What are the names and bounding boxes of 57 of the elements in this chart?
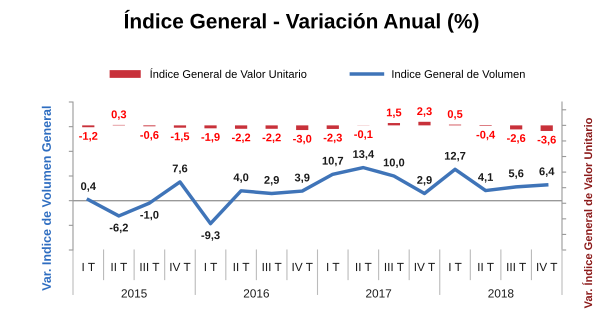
text: 2017 xyxy=(366,289,392,298)
x-tick-label: III T xyxy=(384,262,404,272)
x-tick-label: I T xyxy=(204,262,218,272)
data-label: -0,4 xyxy=(476,130,496,140)
data-label: 2,9 xyxy=(417,176,432,186)
x-tick-label: I T xyxy=(327,262,340,272)
data-label: -3,6 xyxy=(538,136,556,146)
data-label: -0,1 xyxy=(354,130,373,140)
x-tick-label: II T xyxy=(234,262,250,272)
data-label: -2,2 xyxy=(262,134,281,144)
data-label: 4,1 xyxy=(478,173,494,183)
y-axis-title: Var. Indice de Volumen General xyxy=(42,106,51,291)
y2-axis-title: Var. Índice General de Valor Unitario xyxy=(582,118,592,308)
data-label: -1,2 xyxy=(79,132,98,142)
x-tick-label: III T xyxy=(507,262,526,272)
data-label: 10,0 xyxy=(384,158,404,168)
data-label: 0,4 xyxy=(81,182,96,192)
data-label: -0,6 xyxy=(140,131,159,141)
data-label: -1,5 xyxy=(170,132,190,142)
data-label: 7,6 xyxy=(172,164,188,174)
data-label: -9,3 xyxy=(201,231,220,241)
data-label: 2,3 xyxy=(417,107,432,117)
data-label: 13,4 xyxy=(353,150,374,160)
data-label: -2,2 xyxy=(232,134,250,144)
data-label: 0,3 xyxy=(112,110,126,120)
x-tick-label: II T xyxy=(478,262,494,272)
data-label: -6,2 xyxy=(110,224,128,234)
x-tick-label: IV T xyxy=(170,262,190,272)
data-label: -2,6 xyxy=(507,134,526,144)
data-label: -1,9 xyxy=(201,133,220,143)
x-tick-label: IV T xyxy=(292,262,313,272)
data-label: -3,0 xyxy=(293,134,312,144)
x-tick-label: IV T xyxy=(414,262,435,272)
x-tick-label: I T xyxy=(82,262,95,272)
x-tick-label: I T xyxy=(449,262,462,272)
data-label: 3,9 xyxy=(294,174,310,184)
legend-label: Indice General de Volumen xyxy=(392,70,525,78)
data-label: 4,0 xyxy=(234,173,248,183)
text: 2018 xyxy=(488,289,514,298)
x-tick-label: II T xyxy=(356,262,372,272)
text: 2016 xyxy=(244,289,269,298)
data-label: 5,6 xyxy=(508,169,524,179)
data-label: 0,5 xyxy=(448,110,462,120)
data-label: -1,0 xyxy=(140,210,159,220)
x-tick-label: III T xyxy=(262,262,282,272)
x-tick-label: IV T xyxy=(537,262,558,272)
x-tick-label: III T xyxy=(140,262,160,272)
legend-label: Índice General de Valor Unitario xyxy=(150,68,306,78)
data-label: 10,7 xyxy=(322,156,344,166)
x-tick-label: II T xyxy=(112,262,127,272)
data-label: 6,4 xyxy=(539,167,554,177)
data-label: 12,7 xyxy=(444,152,466,162)
data-label: 2,9 xyxy=(264,176,279,186)
chart-title: Índice General - Variación Anual (%) xyxy=(124,10,478,33)
data-label: -2,3 xyxy=(324,134,342,144)
data-label: 1,5 xyxy=(386,108,402,118)
text: 2015 xyxy=(122,289,147,298)
